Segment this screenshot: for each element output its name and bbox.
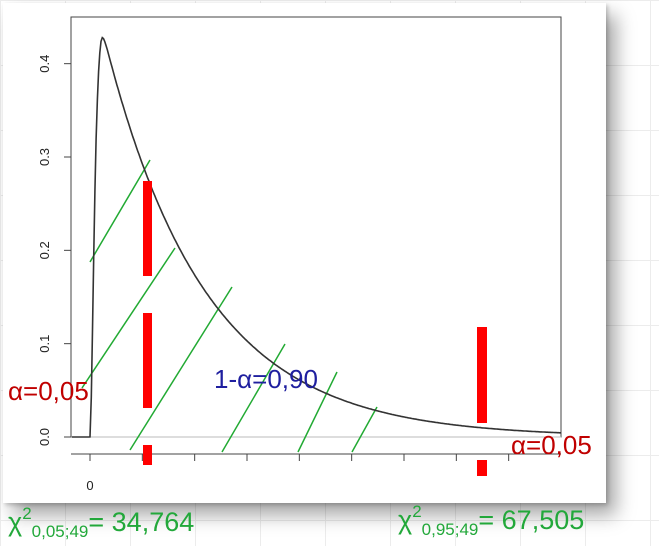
x-tick-label: 0 [86, 478, 93, 493]
hatch-line [81, 247, 176, 389]
hatch-line [351, 406, 378, 453]
hatch-line [129, 286, 233, 451]
chi-subscript: 0,05;49 [31, 522, 89, 541]
y-tick-label: 0.2 [37, 241, 52, 259]
y-tick-label: 0.3 [37, 148, 52, 166]
critical-markers [143, 181, 487, 476]
chi-symbol: χ [398, 505, 413, 535]
hatch-region [81, 159, 378, 453]
critical-marker [143, 445, 152, 465]
chi-power: 2 [22, 504, 32, 523]
hatch-line [297, 371, 338, 453]
alpha-left-label: α=0,05 [8, 376, 89, 406]
y-tick-label: 0.0 [37, 428, 52, 446]
chi-subscript: 0,95;49 [421, 520, 479, 539]
critical-value: = 34,764 [88, 507, 195, 537]
chi-power: 2 [412, 502, 422, 521]
critical-marker [477, 327, 487, 423]
critical-marker [143, 181, 152, 276]
density-curve [71, 36, 561, 438]
critical-value-right-label: χ20,95;49= 67,505 [398, 503, 584, 538]
alpha-right-label: α=0,05 [511, 430, 592, 460]
x-axis: 0 [71, 453, 561, 493]
critical-marker [143, 313, 152, 408]
critical-value: = 67,505 [478, 505, 585, 535]
chart-panel [3, 3, 606, 503]
y-tick-label: 0.1 [37, 335, 52, 353]
middle-probability-label: 1-α=0,90 [214, 364, 318, 394]
hatch-line [221, 343, 286, 453]
critical-value-left-label: χ20,05;49= 34,764 [8, 505, 194, 540]
hatch-line [89, 159, 151, 263]
chi-symbol: χ [8, 507, 23, 537]
y-axis: 0.0 0.1 0.2 0.3 0.4 [37, 55, 71, 446]
y-tick-label: 0.4 [37, 55, 52, 73]
critical-marker [477, 460, 487, 476]
